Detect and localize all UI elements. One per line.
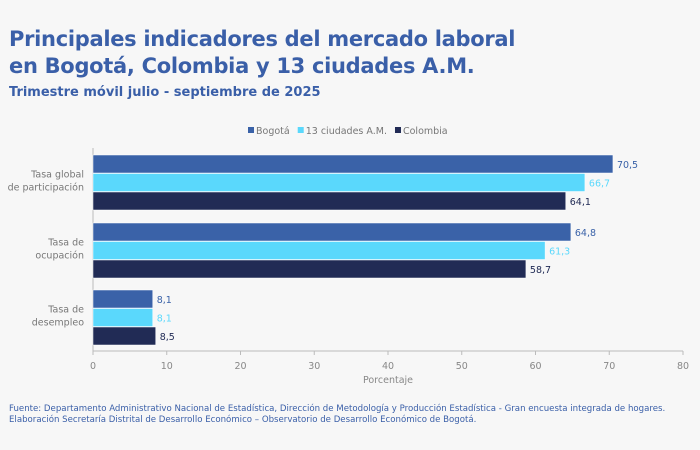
bar-1: [92, 173, 586, 192]
bar-2: [92, 259, 527, 279]
chart-title: Principales indicadores del mercado labo…: [9, 26, 515, 80]
x-tick-label: 50: [456, 361, 468, 372]
title-line-2: en Bogotá, Colombia y 13 ciudades A.M.: [9, 54, 475, 78]
x-tick-label: 20: [234, 361, 246, 372]
bar-0: [92, 154, 614, 174]
category-label: de participación: [8, 182, 84, 193]
category-label: Tasa global: [30, 169, 84, 180]
chart-subtitle: Trimestre móvil julio - septiembre de 20…: [9, 85, 321, 100]
x-tick-label: 0: [90, 361, 96, 372]
legend-swatch-1: [297, 127, 304, 133]
data-label: 61,3: [549, 246, 570, 257]
data-label: 64,8: [575, 228, 596, 239]
data-label: 70,5: [617, 160, 638, 171]
bar-0: [92, 289, 153, 309]
bar-2: [92, 326, 156, 346]
x-axis-title: Porcentaje: [363, 375, 413, 386]
legend-label-2: Colombia: [403, 126, 448, 137]
legend-swatch-0: [248, 127, 254, 133]
x-tick-label: 60: [529, 361, 541, 372]
legend-swatch-2: [394, 127, 401, 133]
category-label: ocupación: [35, 250, 84, 261]
category-label: desempleo: [32, 317, 84, 328]
x-tick-label: 30: [308, 361, 320, 372]
data-label: 58,7: [530, 265, 551, 276]
x-tick-label: 40: [382, 361, 394, 372]
title-line-1: Principales indicadores del mercado labo…: [9, 27, 516, 51]
data-label: 8,5: [160, 332, 175, 343]
data-label: 8,1: [157, 295, 172, 306]
x-tick-label: 10: [161, 361, 173, 372]
data-label: 8,1: [157, 313, 172, 324]
bar-1: [92, 241, 546, 260]
legend-label-1: 13 ciudades A.M.: [306, 126, 387, 137]
source-line-1: Fuente: Departamento Administrativo Naci…: [9, 404, 666, 414]
category-label: Tasa de: [47, 304, 84, 315]
data-label: 64,1: [570, 197, 591, 208]
bar-0: [92, 222, 572, 242]
legend-label-0: Bogotá: [256, 126, 290, 137]
bar-1: [92, 308, 153, 327]
source-line-2: Elaboración Secretaría Distrital de Desa…: [9, 415, 477, 425]
category-label: Tasa de: [47, 237, 84, 248]
x-tick-label: 70: [603, 361, 615, 372]
x-tick-label: 80: [677, 361, 689, 372]
data-label: 66,7: [589, 178, 610, 189]
bar-2: [92, 191, 566, 211]
source-note: Fuente: Departamento Administrativo Naci…: [9, 404, 665, 426]
